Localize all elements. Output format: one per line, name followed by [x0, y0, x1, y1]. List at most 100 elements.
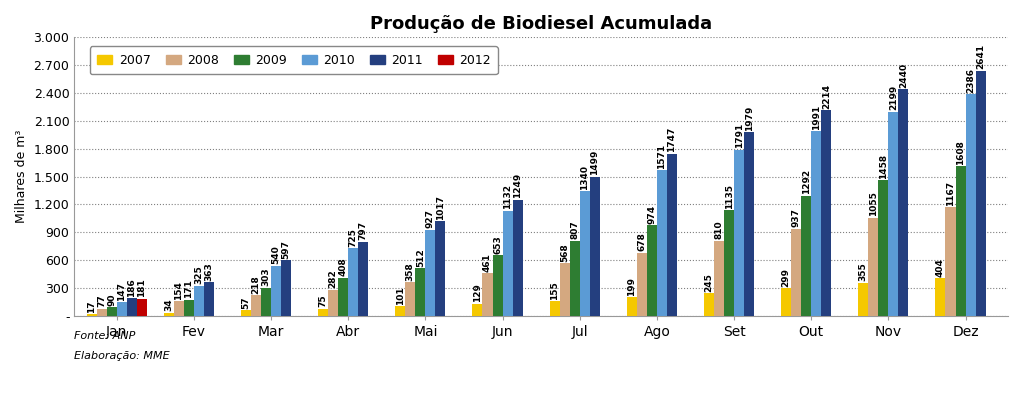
Bar	[251, 296, 261, 316]
Bar	[426, 230, 436, 316]
Legend: 2007, 2008, 2009, 2010, 2011, 2012: 2007, 2008, 2009, 2010, 2011, 2012	[90, 46, 498, 74]
Text: 147: 147	[118, 282, 126, 301]
Bar	[137, 299, 147, 316]
Text: 408: 408	[339, 258, 348, 276]
Text: 181: 181	[137, 279, 146, 298]
Text: 199: 199	[627, 277, 636, 296]
Bar	[966, 94, 976, 316]
Text: 17: 17	[87, 300, 96, 313]
Bar	[879, 180, 888, 316]
Bar	[405, 283, 415, 316]
Text: 540: 540	[271, 246, 280, 264]
Text: 154: 154	[174, 281, 183, 300]
Text: 927: 927	[426, 209, 435, 228]
Text: 245: 245	[705, 273, 713, 292]
Text: 1340: 1340	[580, 165, 589, 190]
Bar	[194, 286, 204, 316]
Text: 1791: 1791	[735, 123, 744, 148]
Bar	[271, 266, 281, 316]
Bar	[502, 211, 513, 316]
Text: 1249: 1249	[514, 173, 522, 198]
Bar	[473, 304, 483, 316]
Bar	[415, 268, 426, 316]
Bar	[888, 112, 898, 316]
Bar	[627, 297, 637, 316]
Text: 299: 299	[782, 268, 791, 286]
Text: 355: 355	[859, 263, 868, 281]
Bar	[184, 300, 194, 316]
Text: 974: 974	[648, 205, 657, 224]
Bar	[492, 255, 502, 316]
Bar	[318, 309, 328, 316]
Bar	[339, 278, 348, 316]
Text: 2386: 2386	[966, 68, 975, 93]
Bar	[590, 176, 599, 316]
Text: 1017: 1017	[436, 195, 445, 220]
Text: 807: 807	[570, 220, 579, 239]
Bar	[801, 196, 811, 316]
Text: 568: 568	[561, 243, 569, 262]
Text: 512: 512	[416, 248, 425, 267]
Text: Fonte: ANP: Fonte: ANP	[75, 331, 136, 342]
Text: 725: 725	[349, 228, 358, 247]
Text: 1608: 1608	[957, 140, 965, 165]
Text: 597: 597	[281, 240, 291, 259]
Text: 1979: 1979	[745, 105, 754, 130]
Text: 1571: 1571	[658, 143, 666, 169]
Bar	[261, 288, 271, 316]
Bar	[96, 309, 106, 316]
Bar	[724, 210, 735, 316]
Text: 363: 363	[205, 262, 214, 281]
Y-axis label: Milhares de m³: Milhares de m³	[15, 130, 28, 223]
Text: 325: 325	[194, 265, 204, 284]
Text: 358: 358	[406, 262, 415, 281]
Bar	[87, 314, 96, 316]
Text: 101: 101	[396, 286, 405, 305]
Bar	[869, 218, 879, 316]
Text: 1458: 1458	[879, 154, 888, 179]
Bar	[549, 301, 560, 316]
Text: 1167: 1167	[946, 181, 955, 206]
Bar	[647, 225, 657, 316]
Text: 2199: 2199	[889, 85, 898, 110]
Text: 797: 797	[359, 221, 368, 241]
Bar	[281, 260, 292, 316]
Bar	[667, 154, 677, 316]
Bar	[657, 170, 667, 316]
Text: 90: 90	[107, 294, 117, 306]
Text: 653: 653	[493, 235, 502, 254]
Text: 171: 171	[184, 279, 193, 298]
Bar	[358, 242, 368, 316]
Text: 77: 77	[97, 294, 106, 307]
Bar	[570, 241, 580, 316]
Bar	[714, 241, 724, 316]
Bar	[704, 293, 714, 316]
Bar	[513, 200, 523, 316]
Bar	[241, 310, 251, 316]
Bar	[858, 283, 869, 316]
Bar	[791, 229, 801, 316]
Bar	[204, 282, 214, 316]
Text: 129: 129	[473, 283, 482, 302]
Bar	[735, 149, 744, 316]
Text: 678: 678	[637, 233, 647, 252]
Bar	[637, 253, 647, 316]
Bar	[782, 288, 791, 316]
Bar	[436, 221, 445, 316]
Bar	[976, 71, 985, 316]
Text: 2214: 2214	[821, 84, 831, 109]
Text: 57: 57	[241, 296, 251, 309]
Text: 34: 34	[165, 299, 173, 311]
Bar	[127, 298, 137, 316]
Text: 404: 404	[936, 258, 945, 277]
Text: 810: 810	[714, 220, 723, 239]
Bar	[164, 312, 174, 316]
Bar	[580, 191, 590, 316]
Text: 2440: 2440	[899, 63, 908, 88]
Text: 282: 282	[328, 269, 338, 288]
Text: 2641: 2641	[976, 44, 985, 69]
Text: 75: 75	[318, 295, 327, 307]
Bar	[935, 278, 945, 316]
Text: 186: 186	[127, 278, 136, 297]
Text: 303: 303	[262, 268, 270, 286]
